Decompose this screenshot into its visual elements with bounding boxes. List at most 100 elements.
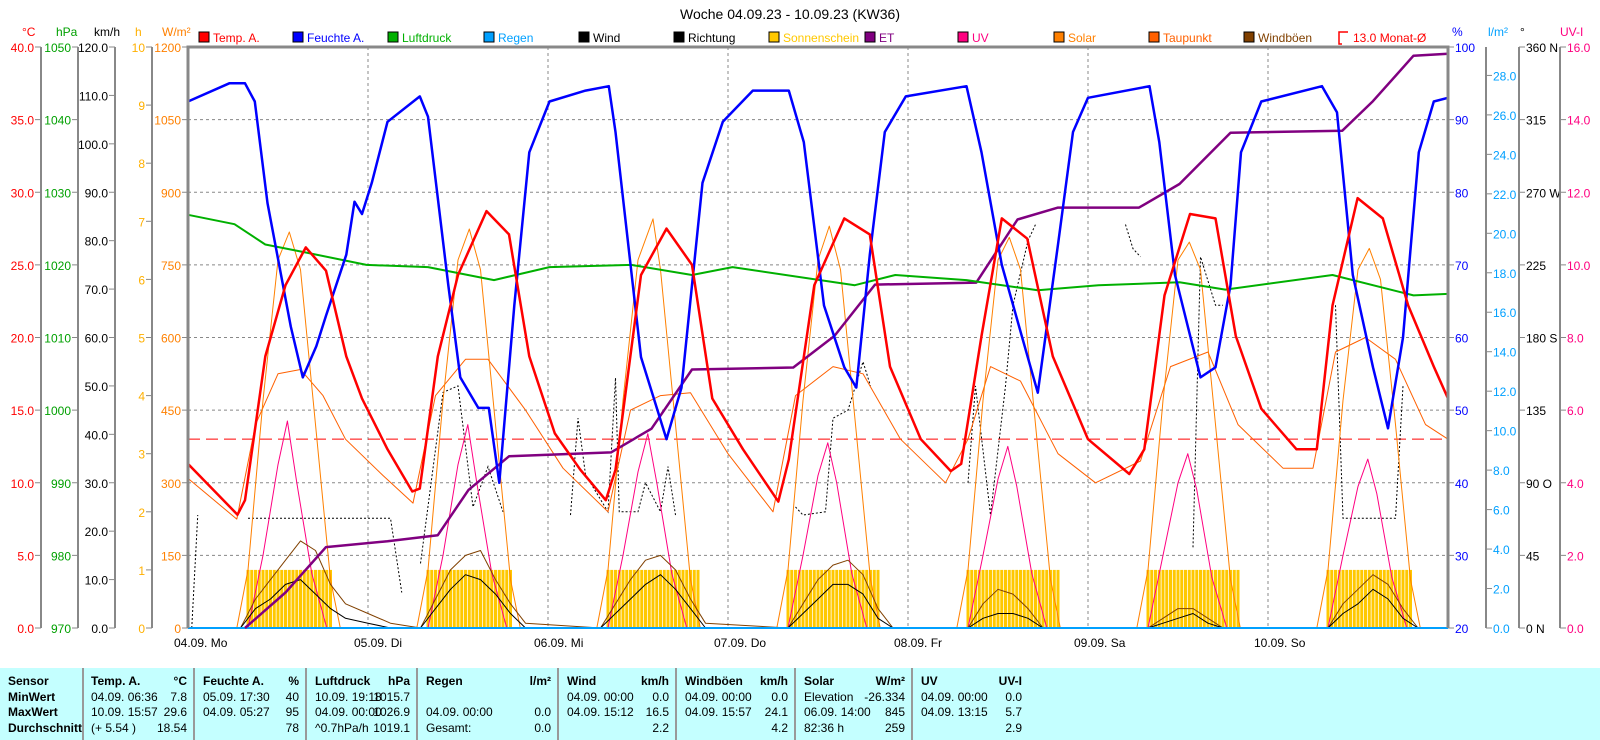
sunshine-bar bbox=[651, 569, 655, 628]
axis-tick-label-pressure: 1030 bbox=[44, 186, 71, 200]
series-luftdruck bbox=[187, 213, 1449, 297]
sunshine-bar bbox=[475, 569, 479, 628]
stat-value: 2.2 bbox=[652, 721, 669, 735]
sunshine-bar bbox=[329, 569, 332, 628]
sunshine-bar bbox=[1004, 569, 1007, 628]
sunshine-bar bbox=[287, 569, 291, 628]
sunshine-bar bbox=[809, 569, 812, 628]
axis-tick-label-wind: 100.0 bbox=[78, 138, 108, 152]
legend-label: ET bbox=[879, 31, 895, 45]
axis-tick-label-dir: 360 N bbox=[1526, 41, 1558, 55]
legend-swatch bbox=[1148, 31, 1160, 43]
row-label: MaxWert bbox=[8, 705, 58, 719]
sunshine-bar bbox=[452, 569, 456, 628]
legend-item: Regen bbox=[483, 31, 533, 45]
stats-column: Luftdruck hPa 10.09. 19:18 1015.7 04.09. 00:… bbox=[307, 668, 418, 740]
axis-tick-label-sun: 4 bbox=[138, 390, 145, 404]
sunshine-bar bbox=[437, 569, 441, 628]
wind-direction-line bbox=[420, 385, 504, 564]
axis-tick-label-wind: 90.0 bbox=[85, 186, 109, 200]
sunshine-bar bbox=[1011, 569, 1015, 628]
plot-border bbox=[186, 45, 1450, 628]
stat-time: 10.09. 19:18 bbox=[315, 690, 382, 704]
sunshine-bar bbox=[805, 569, 809, 628]
sunshine-bar bbox=[479, 569, 482, 628]
sunshine-bar bbox=[250, 569, 254, 628]
axis-tick-label-temp: 0.0 bbox=[17, 622, 34, 636]
sunshine-bar bbox=[1015, 569, 1019, 628]
axis-tick-label-uv: 14.0 bbox=[1567, 114, 1591, 128]
sunshine-bar bbox=[812, 569, 816, 628]
axis-tick-label-temp: 10.0 bbox=[11, 477, 35, 491]
sunshine-bar bbox=[505, 569, 509, 628]
stat-time: 04.09. 13:15 bbox=[921, 705, 988, 719]
stats-column: Regen l/m² 04.09. 00:00 0.0 Gesamt: 0.0 bbox=[418, 668, 559, 740]
stat-value: 24.1 bbox=[764, 705, 788, 719]
sunshine-bar bbox=[299, 569, 302, 628]
column-header: Regen bbox=[426, 674, 463, 688]
sunshine-bar bbox=[1229, 569, 1232, 628]
sunshine-bar bbox=[1390, 569, 1394, 628]
axis-tick-label-uv: 0.0 bbox=[1567, 622, 1584, 636]
day-label: 10.09. So bbox=[1254, 636, 1306, 650]
axis-unit-temp: °C bbox=[22, 25, 36, 39]
sunshine-bar bbox=[989, 569, 992, 628]
row-label: Durchschnitt bbox=[8, 721, 83, 735]
sunshine-bar bbox=[456, 569, 460, 628]
axis-unit-hum: % bbox=[1452, 25, 1463, 39]
axis-unit-dir: ° bbox=[1520, 25, 1525, 39]
sunshine-bar bbox=[490, 569, 494, 628]
sunshine-bar bbox=[621, 569, 625, 628]
sunshine-bar bbox=[1225, 569, 1229, 628]
sunshine-bar bbox=[1019, 569, 1022, 628]
sunshine-bar bbox=[1202, 569, 1206, 628]
sunshine-bar bbox=[966, 569, 970, 628]
sunshine-bar bbox=[636, 569, 640, 628]
sunshine-bar bbox=[314, 569, 317, 628]
legend-label: 13.0 Monat-Ø bbox=[1353, 31, 1426, 45]
stats-column: UV UV-I 04.09. 00:00 0.0 04.09. 13:15 5.7 2.9 bbox=[913, 668, 1028, 740]
axis-tick-label-wind: 60.0 bbox=[85, 332, 109, 346]
axis-tick-label-pressure: 980 bbox=[51, 549, 71, 563]
sunshine-bar bbox=[265, 569, 269, 628]
sunshine-bar bbox=[674, 569, 677, 628]
axis-tick-label-wind: 70.0 bbox=[85, 283, 109, 297]
sunshine-bar bbox=[1172, 569, 1176, 628]
column-header: Windböen bbox=[685, 674, 743, 688]
column-unit: hPa bbox=[387, 674, 410, 688]
sunshine-bar bbox=[970, 569, 974, 628]
sunshine-bar bbox=[992, 569, 996, 628]
sunshine-bar bbox=[1345, 569, 1349, 628]
legend-swatch bbox=[1338, 31, 1348, 45]
legend: Temp. A. Feuchte A. Luftdruck Regen Wind Rich… bbox=[198, 31, 1426, 45]
axis-tick-label-hum: 100 bbox=[1455, 41, 1475, 55]
axis-tick-label-sun: 10 bbox=[132, 41, 146, 55]
sunshine-bar bbox=[640, 569, 644, 628]
legend-swatch bbox=[483, 31, 495, 43]
axis-tick-label-pressure: 990 bbox=[51, 477, 71, 491]
axis-tick-label-hum: 70 bbox=[1455, 259, 1469, 273]
sunshine-bar bbox=[321, 569, 325, 628]
legend-label: Richtung bbox=[688, 31, 735, 45]
axis-tick-label-wind: 120.0 bbox=[78, 41, 108, 55]
stat-value: -26.334 bbox=[864, 690, 905, 704]
sunshine-bar bbox=[1221, 569, 1225, 628]
column-header: Luftdruck bbox=[315, 674, 371, 688]
stat-time: 06.09. 14:00 bbox=[804, 705, 871, 719]
sunshine-bar bbox=[1165, 569, 1169, 628]
stat-time: 04.09. 00:00 bbox=[315, 705, 382, 719]
axis-tick-label-wind: 20.0 bbox=[85, 525, 109, 539]
legend-item: Sonnenschein bbox=[768, 31, 859, 45]
axis-tick-label-temp: 15.0 bbox=[11, 404, 35, 418]
sunshine-bar bbox=[1375, 569, 1379, 628]
sunshine-bar bbox=[977, 569, 981, 628]
sunshine-bar bbox=[1401, 569, 1405, 628]
sunshine-bar bbox=[261, 569, 265, 628]
axes: °C0.05.010.015.020.025.030.035.040.0hPa9… bbox=[11, 25, 1591, 636]
stat-time: 82:36 h bbox=[804, 721, 845, 735]
series-taupunkt bbox=[187, 337, 1449, 520]
sunshine-bar bbox=[835, 569, 839, 628]
sunshine-bar bbox=[482, 569, 486, 628]
sunshine-bar bbox=[996, 569, 1000, 628]
axis-tick-label-temp: 40.0 bbox=[11, 41, 35, 55]
